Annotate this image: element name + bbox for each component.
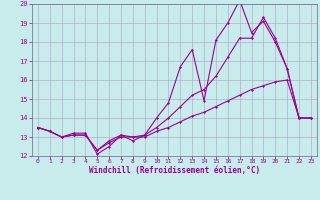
X-axis label: Windchill (Refroidissement éolien,°C): Windchill (Refroidissement éolien,°C) (89, 166, 260, 175)
